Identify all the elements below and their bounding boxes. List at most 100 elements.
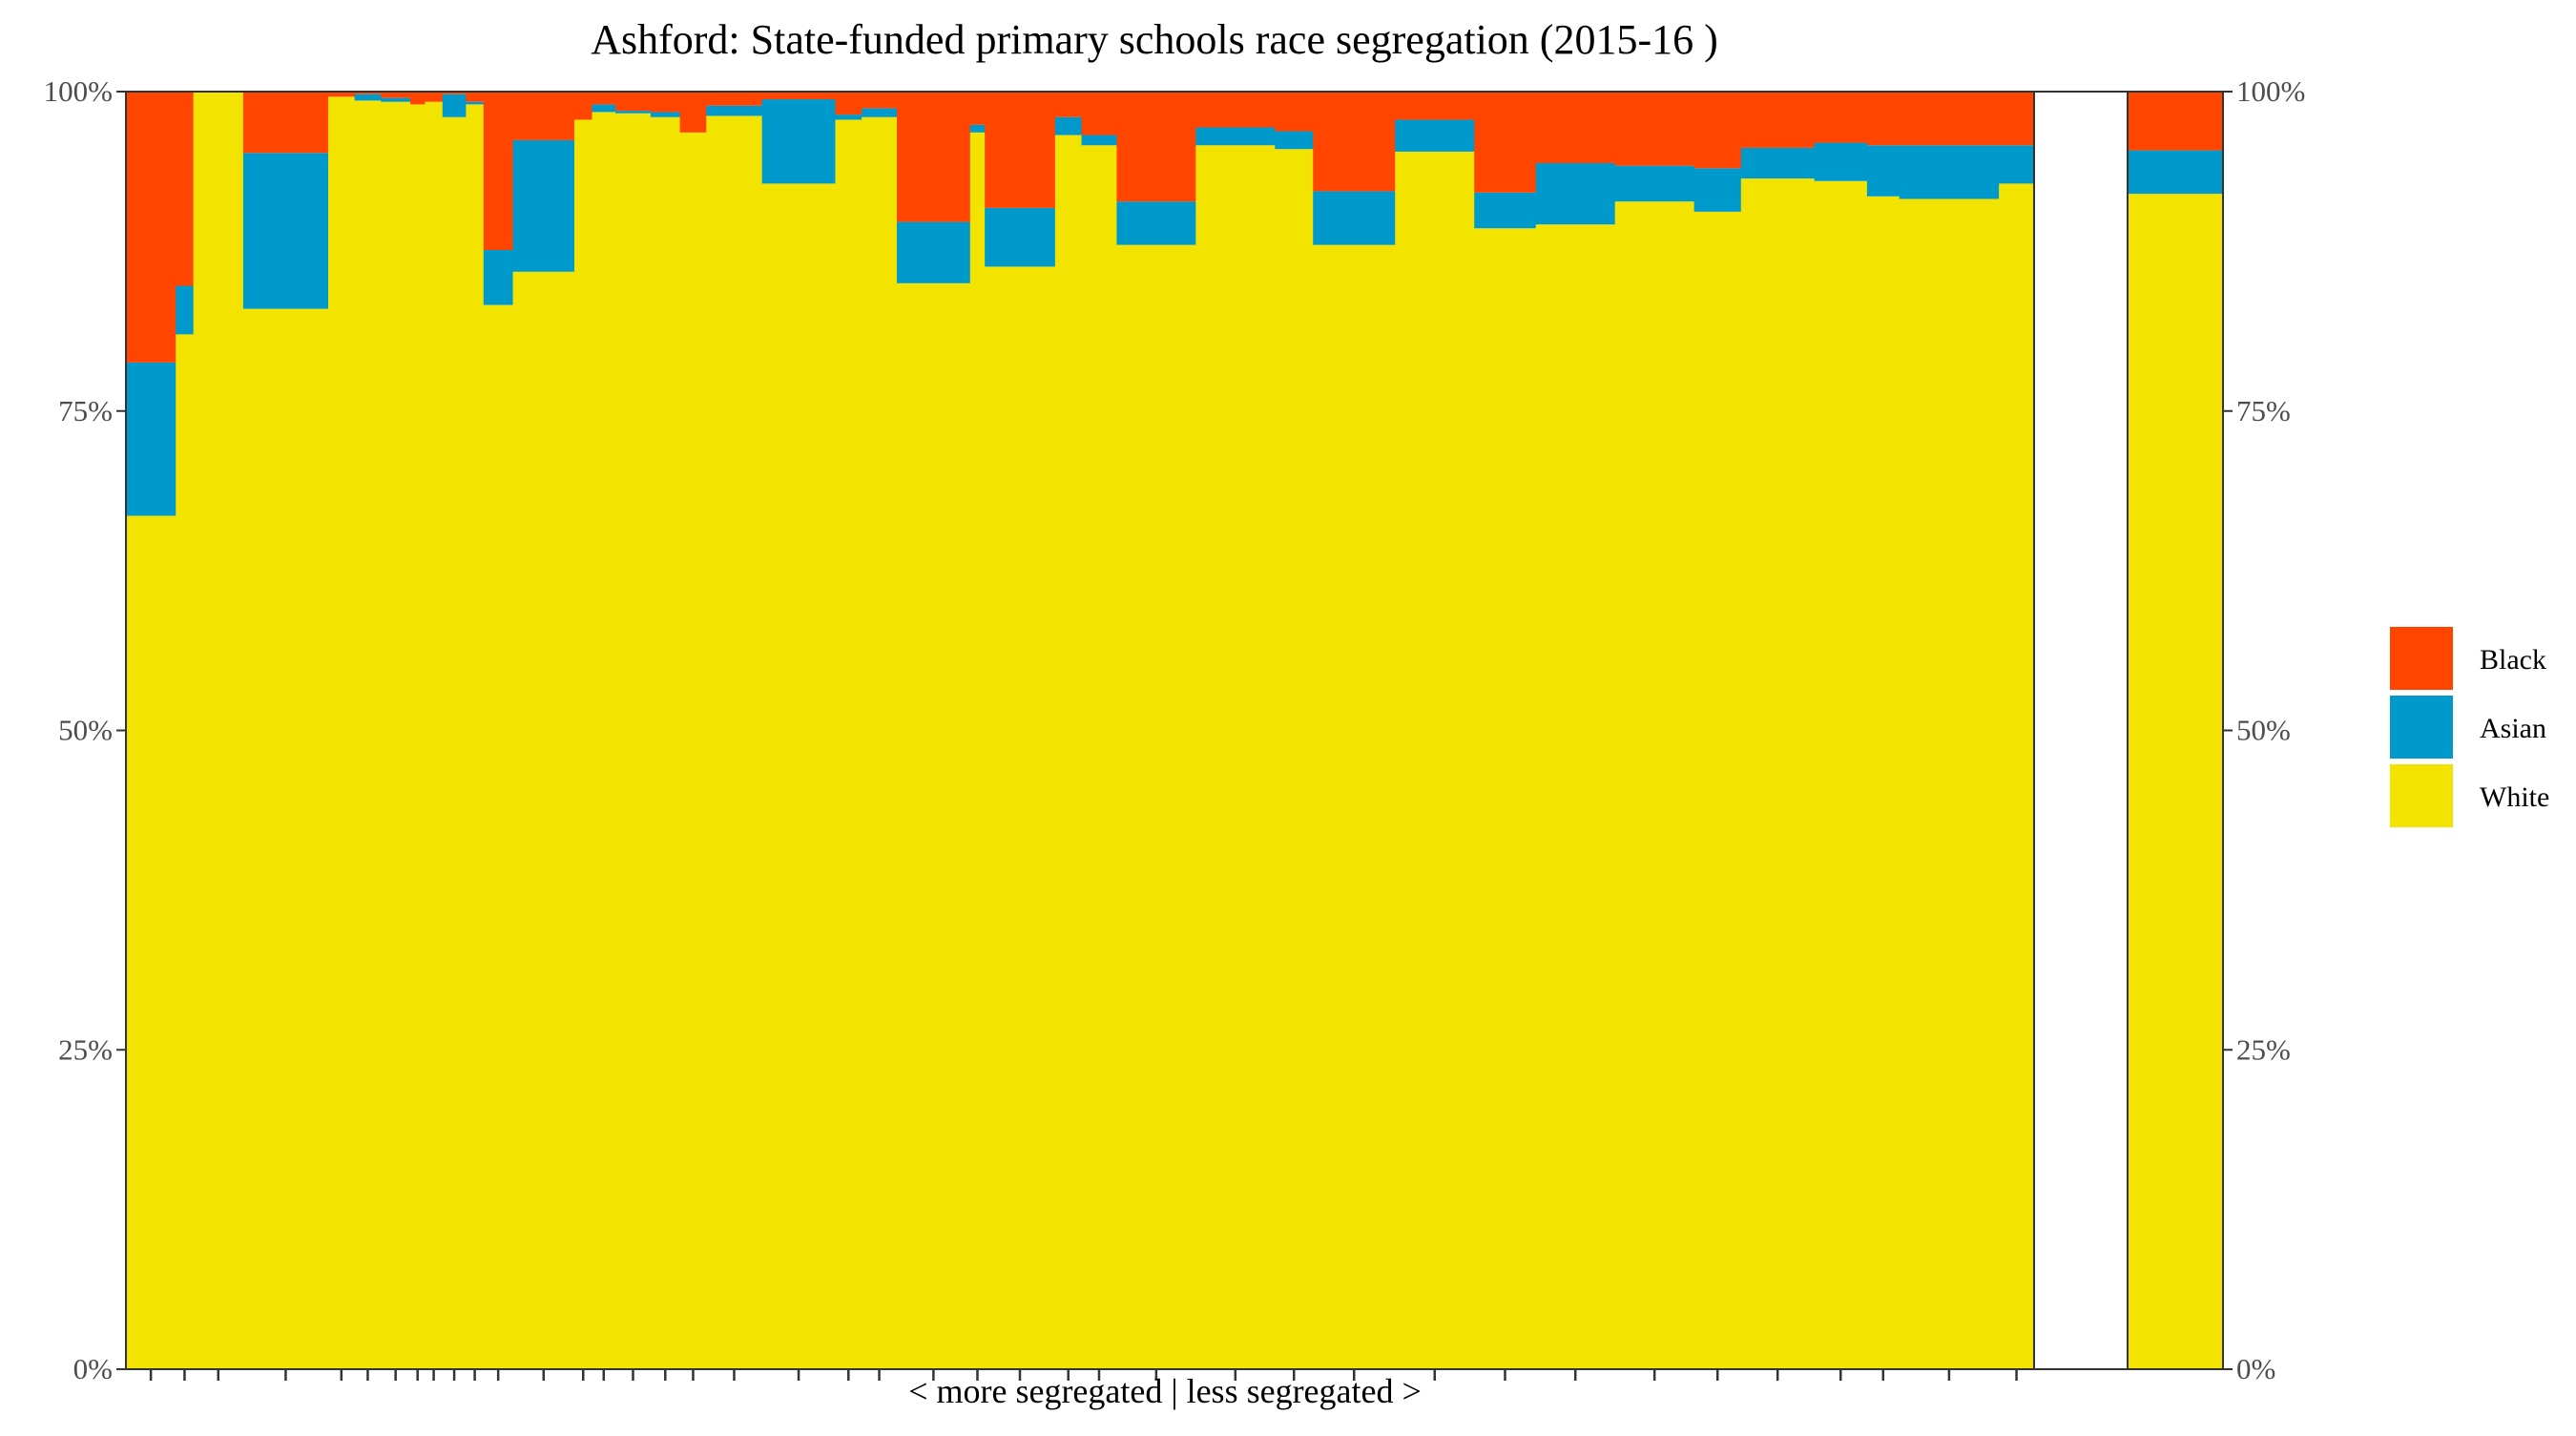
overall-segment-black bbox=[2128, 92, 2223, 151]
bar-segment-white-15 bbox=[592, 112, 616, 1370]
bar-segment-asian-19 bbox=[706, 105, 763, 116]
bar-segment-asian-41 bbox=[1999, 145, 2035, 184]
bar-segment-asian-15 bbox=[592, 104, 616, 113]
bar-segment-black-13 bbox=[512, 92, 575, 140]
bar-segment-white-34 bbox=[1535, 224, 1616, 1370]
legend-swatch-asian bbox=[2390, 696, 2453, 759]
bar-segment-asian-30 bbox=[1275, 131, 1314, 150]
bar-segment-white-40 bbox=[1899, 198, 2000, 1370]
bar-segment-black-40 bbox=[1899, 92, 2000, 146]
bar-segment-white-6 bbox=[354, 100, 382, 1369]
bar-segment-white-3 bbox=[193, 92, 244, 1369]
bar-segment-asian-40 bbox=[1899, 145, 2000, 199]
bar-segment-asian-7 bbox=[381, 97, 411, 102]
bar-segment-white-38 bbox=[1814, 180, 1868, 1370]
bar-segment-black-1 bbox=[126, 92, 177, 363]
bar-segment-white-16 bbox=[615, 113, 652, 1370]
bar-segment-asian-2 bbox=[176, 285, 195, 335]
bar-segment-white-13 bbox=[512, 271, 575, 1369]
legend: Black Asian White bbox=[2390, 627, 2549, 827]
bar-segment-black-33 bbox=[1474, 92, 1537, 193]
bar-segment-white-25 bbox=[985, 266, 1056, 1369]
bar-segment-black-39 bbox=[1866, 92, 1901, 146]
bar-segment-black-29 bbox=[1195, 92, 1276, 128]
bar-segment-asian-4 bbox=[242, 153, 329, 309]
y-tick-label-right: 50% bbox=[2236, 714, 2291, 747]
bar-segment-asian-38 bbox=[1814, 142, 1868, 181]
bar-segment-white-39 bbox=[1866, 196, 1901, 1370]
bar-segment-asian-13 bbox=[512, 139, 575, 272]
y-tick-label-left: 25% bbox=[58, 1032, 113, 1066]
bar-segment-asian-37 bbox=[1740, 147, 1816, 179]
overall-segment-asian bbox=[2128, 150, 2223, 195]
bar-segment-asian-16 bbox=[615, 111, 652, 114]
bar-segment-black-41 bbox=[1999, 92, 2035, 146]
bar-segment-white-27 bbox=[1081, 145, 1118, 1369]
bar-segment-black-7 bbox=[381, 92, 411, 98]
bar-segment-asian-11 bbox=[466, 101, 485, 105]
y-axis-left: 0% 25% 50% 75% 100% bbox=[44, 74, 126, 1385]
bar-segment-asian-32 bbox=[1395, 119, 1475, 152]
bar-segment-black-25 bbox=[985, 92, 1056, 208]
bar-segment-white-8 bbox=[410, 104, 426, 1369]
bar-segment-white-37 bbox=[1740, 178, 1816, 1369]
chart-title: Ashford: State-funded primary schools ra… bbox=[591, 16, 1718, 63]
y-tick-label-right: 75% bbox=[2236, 394, 2291, 427]
bar-segment-black-38 bbox=[1814, 92, 1868, 143]
bar-segment-black-16 bbox=[615, 92, 652, 112]
bar-segment-white-20 bbox=[761, 183, 837, 1370]
bar-segment-white-32 bbox=[1395, 151, 1475, 1370]
bar-segment-asian-25 bbox=[985, 207, 1056, 267]
bar-segment-asian-39 bbox=[1866, 145, 1901, 197]
bar-segment-white-31 bbox=[1313, 244, 1396, 1370]
bar-segment-black-20 bbox=[761, 92, 837, 100]
bar-segment-white-7 bbox=[381, 101, 411, 1369]
bar-segment-asian-35 bbox=[1614, 165, 1695, 202]
y-tick-label-right: 0% bbox=[2236, 1352, 2275, 1385]
bar-segment-black-2 bbox=[176, 92, 195, 286]
bar-segment-black-4 bbox=[242, 92, 329, 154]
bar-segment-asian-26 bbox=[1054, 116, 1083, 135]
bar-segment-white-23 bbox=[896, 282, 971, 1370]
bar-segment-white-19 bbox=[706, 115, 763, 1369]
bar-segment-black-26 bbox=[1054, 92, 1083, 117]
bar-segment-white-14 bbox=[574, 119, 593, 1369]
legend-label-black: Black bbox=[2480, 644, 2546, 676]
bar-segment-white-28 bbox=[1116, 244, 1196, 1370]
x-axis-label: < more segregated | less segregated > bbox=[908, 1372, 1422, 1410]
bar-segment-asian-31 bbox=[1313, 191, 1396, 245]
bar-segment-white-10 bbox=[442, 116, 467, 1369]
bar-segment-asian-22 bbox=[862, 108, 898, 117]
bar-segment-asian-28 bbox=[1116, 201, 1196, 245]
bar-segment-black-30 bbox=[1275, 92, 1314, 132]
bar-segment-asian-6 bbox=[354, 94, 382, 101]
bar-segment-black-24 bbox=[969, 92, 986, 125]
plot-gap-panel bbox=[2033, 91, 2129, 1370]
y-tick-label-left: 0% bbox=[73, 1352, 113, 1385]
bar-segment-white-12 bbox=[483, 304, 514, 1369]
legend-label-white: White bbox=[2480, 781, 2549, 813]
plot-area-overall bbox=[2033, 91, 2224, 1370]
legend-label-asian: Asian bbox=[2480, 713, 2546, 744]
bar-segment-black-23 bbox=[896, 92, 971, 222]
y-tick-label-left: 50% bbox=[58, 714, 113, 747]
bar-segment-white-30 bbox=[1275, 149, 1314, 1369]
bar-segment-black-36 bbox=[1693, 92, 1742, 169]
bar-segment-asian-17 bbox=[650, 112, 681, 117]
bar-segment-black-11 bbox=[466, 92, 485, 102]
bar-segment-asian-10 bbox=[442, 94, 467, 117]
bar-segment-black-8 bbox=[410, 92, 426, 105]
bar-segment-black-34 bbox=[1535, 92, 1616, 163]
bar-segment-asian-20 bbox=[761, 99, 837, 184]
bar-segment-black-22 bbox=[862, 92, 898, 109]
bar-segment-white-41 bbox=[1999, 183, 2035, 1370]
bar-segment-white-26 bbox=[1054, 135, 1083, 1369]
y-tick-label-left: 100% bbox=[44, 74, 113, 108]
bar-segment-asian-33 bbox=[1474, 192, 1537, 229]
bar-segment-asian-21 bbox=[835, 114, 862, 120]
y-tick-label-right: 25% bbox=[2236, 1032, 2291, 1066]
bar-segment-black-10 bbox=[442, 92, 467, 94]
bar-segment-asian-12 bbox=[483, 250, 514, 305]
bar-segment-black-27 bbox=[1081, 92, 1118, 135]
